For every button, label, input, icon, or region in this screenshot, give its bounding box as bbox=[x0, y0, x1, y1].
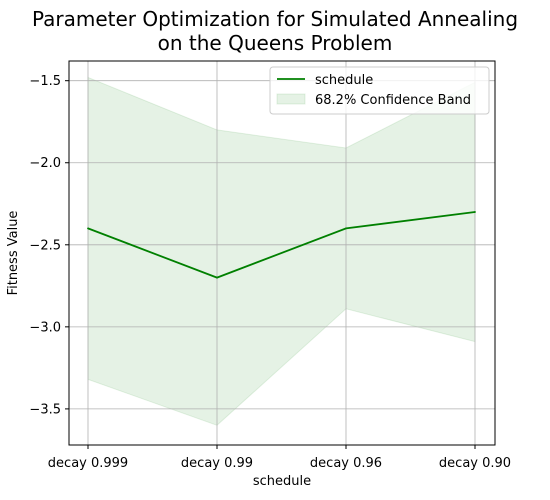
chart-title: Parameter Optimization for Simulated Ann… bbox=[32, 7, 518, 55]
legend-entry-band: 68.2% Confidence Band bbox=[315, 93, 471, 108]
legend-entry-series: schedule bbox=[315, 73, 373, 88]
x-tick-label: decay 0.90 bbox=[439, 456, 511, 471]
y-tick-label: −3.0 bbox=[29, 320, 61, 335]
x-axis-label: schedule bbox=[253, 474, 311, 489]
y-tick-label: −1.5 bbox=[29, 74, 61, 89]
y-tick-label: −2.0 bbox=[29, 156, 61, 171]
series-point bbox=[345, 227, 347, 230]
series-point bbox=[216, 276, 218, 279]
series-line-0 bbox=[87, 211, 476, 279]
chart-title-line-2: on the Queens Problem bbox=[158, 31, 393, 55]
axes-frame bbox=[68, 60, 496, 446]
chart-title-line-1: Parameter Optimization for Simulated Ann… bbox=[32, 7, 518, 31]
x-tick-label: decay 0.96 bbox=[310, 456, 382, 471]
legend-band-swatch bbox=[276, 93, 306, 105]
plot-area: decay 0.999 decay 0.99 decay 0.96 decay 0.9… bbox=[29, 60, 511, 471]
legend-frame bbox=[269, 66, 490, 115]
y-tick-label: −3.5 bbox=[29, 402, 61, 417]
x-tick-label: decay 0.99 bbox=[181, 456, 253, 471]
y-tick-label: −2.5 bbox=[29, 238, 61, 253]
series-point bbox=[474, 211, 476, 213]
x-tick-label: decay 0.999 bbox=[48, 456, 128, 471]
legend: schedule 68.2% Confidence Band bbox=[269, 66, 490, 115]
series-point bbox=[87, 227, 89, 230]
y-axis-label: Fitness Value bbox=[6, 211, 21, 296]
